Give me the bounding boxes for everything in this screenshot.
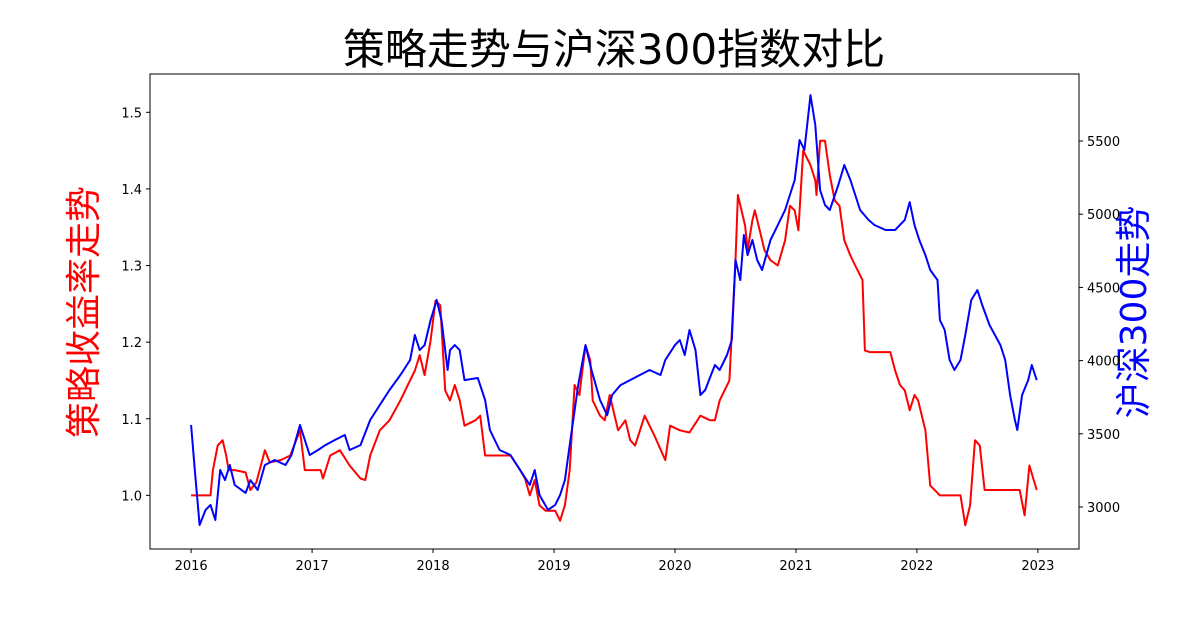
y-right-tick-label: 3500 [1087,428,1120,443]
x-tick-label: 2018 [417,559,450,574]
y-right-tick-label: 4500 [1087,281,1120,296]
x-tick-label: 2019 [537,559,570,574]
x-tick-label: 2023 [1021,559,1054,574]
y-left-tick-label: 1.1 [121,413,142,428]
y-right-tick-label: 5000 [1087,208,1120,223]
y-left-tick-label: 1.2 [121,336,142,351]
hs300-line [190,94,1038,526]
y-left-tick-label: 1.4 [121,183,142,198]
y-right-tick-label: 5500 [1087,135,1120,150]
y-axis-left-label: 策略收益率走势 [64,186,105,438]
y-left-tick-label: 1.5 [121,106,142,121]
x-tick-label: 2022 [900,559,933,574]
x-tick-label: 2020 [658,559,691,574]
y-left-tick-label: 1.0 [121,489,142,504]
axis-ticks: 2016 2017 2018 2019 2020 2021 2022 2023 1.0 1.1 1.… [121,106,1120,574]
y-axis-right-label: 沪深300走势 [1114,206,1155,419]
x-tick-label: 2017 [296,559,329,574]
y-right-tick-label: 4000 [1087,355,1120,370]
y-left-tick-label: 1.3 [121,260,142,275]
x-tick-label: 2016 [175,559,208,574]
x-tick-label: 2021 [779,559,812,574]
chart-title: 策略走势与沪深300指数对比 [343,25,885,74]
y-right-tick-label: 3000 [1087,501,1120,516]
strategy-line [191,139,1038,527]
plot-lines [190,94,1038,527]
plot-frame [149,73,1080,550]
